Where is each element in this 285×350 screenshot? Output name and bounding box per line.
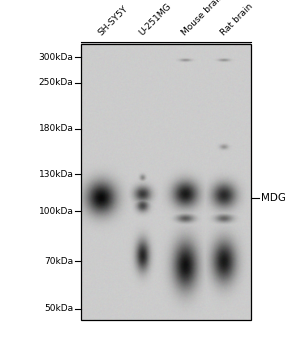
Text: U-251MG: U-251MG <box>138 2 173 37</box>
Bar <box>81 44 251 320</box>
Text: 300kDa: 300kDa <box>39 52 74 62</box>
Text: 70kDa: 70kDa <box>44 257 74 266</box>
Text: 50kDa: 50kDa <box>44 304 74 313</box>
Text: Rat brain: Rat brain <box>219 2 255 37</box>
Text: MDGA2: MDGA2 <box>261 193 285 203</box>
Text: 100kDa: 100kDa <box>39 207 74 216</box>
Text: Mouse brain: Mouse brain <box>180 0 226 37</box>
Text: SH-SY5Y: SH-SY5Y <box>96 4 129 37</box>
Text: 130kDa: 130kDa <box>39 170 74 179</box>
Text: 180kDa: 180kDa <box>39 124 74 133</box>
Bar <box>81 44 251 320</box>
Text: 250kDa: 250kDa <box>39 78 74 87</box>
